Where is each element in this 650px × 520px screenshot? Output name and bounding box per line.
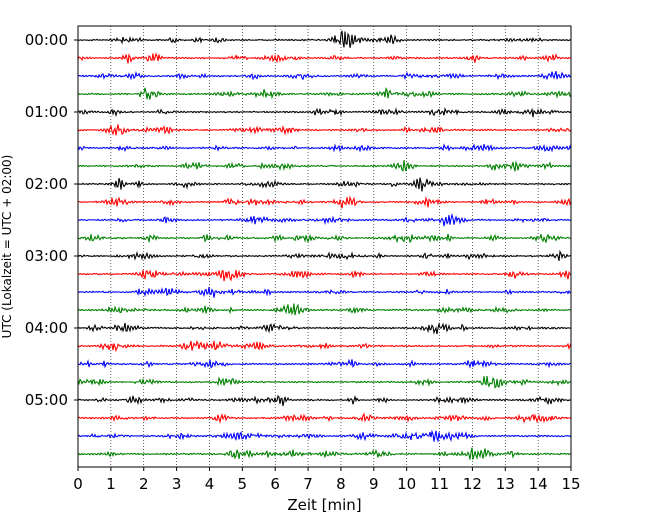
- trace-line: [77, 30, 572, 48]
- y-tick-label: 00:00: [25, 31, 68, 49]
- x-tick-label: 8: [336, 475, 346, 493]
- trace-line: [77, 177, 572, 192]
- trace-line: [77, 358, 572, 369]
- trace-line: [77, 143, 572, 153]
- y-tick-label: 03:00: [25, 247, 68, 265]
- grid-lines: [110, 26, 539, 467]
- trace-line: [77, 52, 572, 64]
- trace-line: [77, 195, 572, 209]
- trace-line: [77, 87, 572, 100]
- seismic-traces: [77, 30, 572, 460]
- x-tick-label: 3: [172, 475, 182, 493]
- x-tick-label: 2: [139, 475, 149, 493]
- trace-line: [77, 303, 572, 316]
- trace-line: [77, 233, 572, 244]
- trace-line: [77, 340, 572, 353]
- trace-line: [77, 160, 572, 172]
- x-tick-label: 5: [238, 475, 248, 493]
- x-tick-label: 4: [205, 475, 215, 493]
- trace-line: [77, 322, 572, 335]
- trace-line: [77, 447, 572, 460]
- x-tick-label: 14: [529, 475, 548, 493]
- y-tick-label: 05:00: [25, 391, 68, 409]
- y-tick-label: 02:00: [25, 175, 68, 193]
- trace-line: [77, 429, 572, 443]
- trace-line: [77, 106, 572, 118]
- trace-line: [77, 212, 572, 227]
- y-axis-ticks: 00:00 01:00 02:00 03:00 04:00 05:00: [25, 31, 78, 409]
- trace-line: [77, 124, 572, 136]
- x-tick-label: 13: [496, 475, 515, 493]
- y-axis-label: UTC (Lokalzeit = UTC + 02:00): [0, 155, 14, 339]
- x-axis-label: Zeit [min]: [287, 496, 361, 514]
- x-tick-label: 6: [270, 475, 280, 493]
- x-tick-label: 15: [561, 475, 580, 493]
- trace-line: [77, 249, 572, 262]
- x-tick-label: 0: [73, 475, 83, 493]
- x-tick-label: 9: [369, 475, 379, 493]
- y-tick-label: 01:00: [25, 103, 68, 121]
- x-tick-label: 10: [397, 475, 416, 493]
- x-axis-ticks: 0 1 2 3 4 5 6 7 8 9 10 11 12 13 14 15: [73, 467, 581, 493]
- x-tick-label: 1: [106, 475, 116, 493]
- trace-line: [77, 375, 572, 389]
- trace-line: [77, 269, 572, 282]
- x-tick-label: 7: [303, 475, 313, 493]
- plot-frame: [77, 25, 572, 468]
- y-tick-label: 04:00: [25, 319, 68, 337]
- x-tick-label: 11: [430, 475, 449, 493]
- trace-line: [77, 286, 572, 298]
- trace-line: [77, 70, 572, 81]
- trace-line: [77, 412, 572, 425]
- x-tick-label: 12: [463, 475, 482, 493]
- trace-line: [77, 394, 572, 407]
